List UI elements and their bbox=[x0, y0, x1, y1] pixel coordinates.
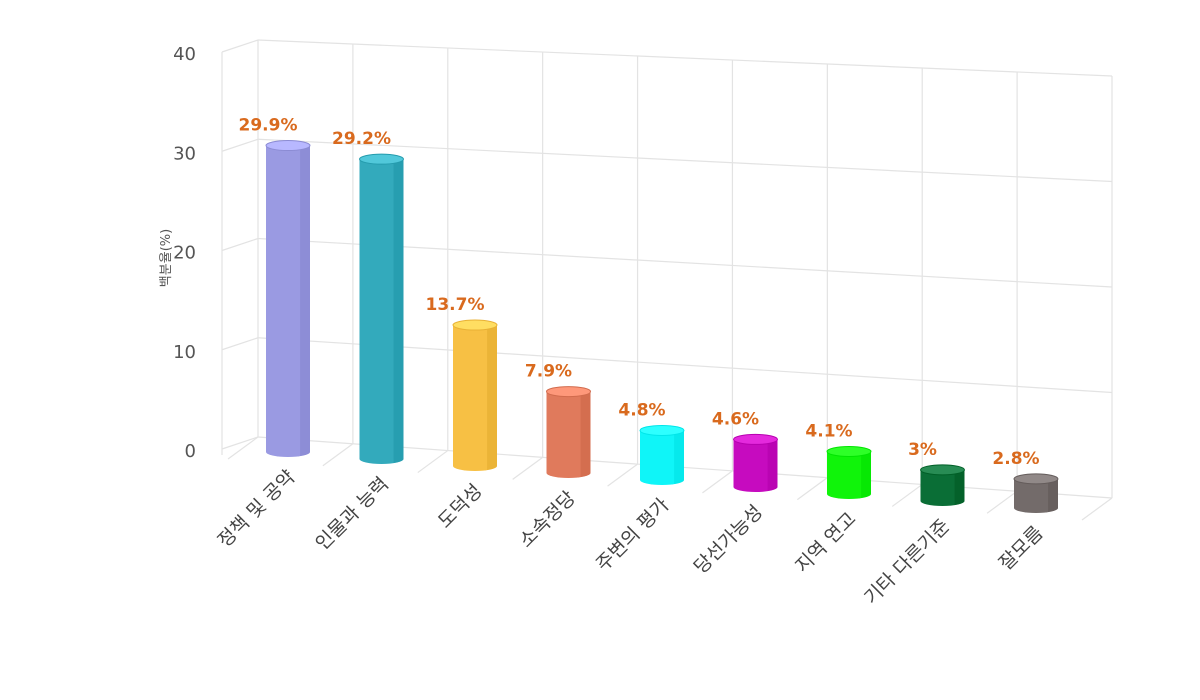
bar bbox=[546, 386, 591, 478]
gridline-side bbox=[221, 138, 259, 152]
bar-shade bbox=[487, 325, 497, 470]
bar-body bbox=[827, 451, 871, 499]
bar-shade bbox=[1048, 478, 1058, 512]
bar bbox=[452, 319, 498, 471]
bar-top bbox=[733, 433, 778, 445]
bar-body bbox=[546, 391, 591, 478]
bar-body bbox=[359, 159, 404, 464]
data-label: 29.2% bbox=[332, 129, 391, 149]
bar-body bbox=[640, 430, 684, 485]
bar-top bbox=[639, 424, 685, 436]
gridlines bbox=[221, 39, 1113, 521]
data-label: 29.9% bbox=[239, 116, 298, 136]
bar-shade bbox=[393, 159, 404, 463]
gridline-floor bbox=[322, 443, 354, 467]
data-label: 2.8% bbox=[992, 449, 1039, 469]
gridline-floor bbox=[417, 450, 449, 474]
bar-body bbox=[920, 469, 965, 507]
bar-shade bbox=[954, 469, 965, 505]
data-labels: 29.9% 29.2% 13.7% 7.9% 4.8% 4.6% 4.1% 3% 2.8% bbox=[239, 116, 1040, 469]
bar-top bbox=[826, 446, 872, 458]
category-label: 지역 연고 bbox=[791, 508, 860, 577]
bar-top bbox=[546, 386, 591, 398]
bars bbox=[265, 140, 1059, 513]
gridline-side bbox=[221, 436, 259, 450]
gridline-floor bbox=[607, 463, 638, 487]
gridline-side bbox=[221, 237, 259, 252]
data-label: 4.6% bbox=[712, 409, 759, 429]
data-label: 3% bbox=[908, 440, 937, 460]
gridline-h bbox=[257, 138, 1113, 183]
y-tick-label: 20 bbox=[173, 243, 196, 264]
gridline-floor bbox=[512, 456, 544, 480]
bar bbox=[359, 153, 404, 464]
bar-body bbox=[453, 325, 497, 471]
y-tick-label: 0 bbox=[185, 441, 196, 462]
data-label: 7.9% bbox=[525, 362, 572, 382]
category-label: 인물과 능력 bbox=[311, 473, 393, 555]
data-label: 13.7% bbox=[426, 295, 485, 315]
category-label: 소속정당 bbox=[515, 487, 580, 552]
bar-shade bbox=[674, 430, 684, 484]
category-label: 도덕성 bbox=[434, 480, 487, 533]
gridline-h bbox=[257, 39, 1113, 77]
gridline-floor bbox=[986, 490, 1018, 514]
bar bbox=[920, 464, 965, 507]
bar bbox=[733, 433, 778, 492]
y-axis-title: 백분율(%) bbox=[159, 229, 174, 287]
bar-top bbox=[1013, 473, 1059, 485]
bar bbox=[1013, 473, 1059, 513]
bar-top bbox=[452, 319, 498, 331]
y-axis-ticks: 0 10 20 30 40 bbox=[173, 44, 196, 462]
y-tick-label: 40 bbox=[173, 44, 196, 65]
bar-shade bbox=[767, 439, 778, 491]
gridline-floor bbox=[1081, 497, 1113, 521]
bar-top bbox=[920, 464, 965, 476]
gridline-side bbox=[221, 337, 259, 351]
category-label: 기타 다른기준 bbox=[860, 515, 954, 609]
gridline-side bbox=[221, 39, 259, 53]
gridline-floor bbox=[796, 477, 828, 501]
gridline-floor bbox=[891, 483, 923, 507]
data-label: 4.8% bbox=[618, 400, 665, 420]
y-tick-label: 10 bbox=[173, 342, 196, 363]
bar bbox=[826, 446, 872, 499]
bar-shade bbox=[861, 451, 871, 498]
bar-body bbox=[266, 145, 310, 457]
bar-shade bbox=[300, 145, 310, 456]
bar-shade bbox=[580, 391, 591, 477]
category-label: 정책 및 공약 bbox=[214, 466, 300, 552]
category-label: 주변의 평가 bbox=[592, 494, 674, 576]
bar-body bbox=[1014, 478, 1058, 513]
bar-top bbox=[265, 140, 311, 152]
bar bbox=[265, 140, 311, 457]
y-tick-label: 30 bbox=[173, 143, 196, 164]
bar-top bbox=[359, 153, 404, 165]
gridline-floor bbox=[702, 470, 733, 494]
bar-body bbox=[733, 439, 778, 492]
category-label: 당선가능성 bbox=[690, 501, 767, 578]
category-label: 잘모름 bbox=[995, 522, 1048, 575]
gridline-floor bbox=[227, 436, 259, 460]
bar bbox=[639, 424, 685, 485]
data-label: 4.1% bbox=[805, 422, 852, 442]
